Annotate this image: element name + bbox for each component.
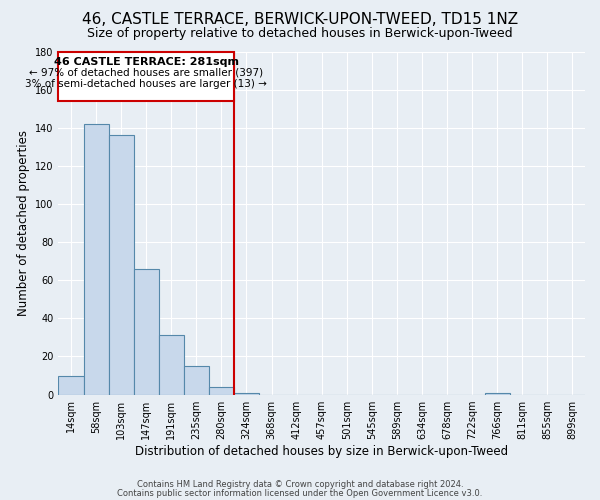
Bar xyxy=(159,336,184,394)
Text: 46, CASTLE TERRACE, BERWICK-UPON-TWEED, TD15 1NZ: 46, CASTLE TERRACE, BERWICK-UPON-TWEED, … xyxy=(82,12,518,28)
Text: 46 CASTLE TERRACE: 281sqm: 46 CASTLE TERRACE: 281sqm xyxy=(53,57,239,67)
Y-axis label: Number of detached properties: Number of detached properties xyxy=(17,130,29,316)
FancyBboxPatch shape xyxy=(58,52,234,101)
Text: Contains HM Land Registry data © Crown copyright and database right 2024.: Contains HM Land Registry data © Crown c… xyxy=(137,480,463,489)
Bar xyxy=(209,387,234,394)
X-axis label: Distribution of detached houses by size in Berwick-upon-Tweed: Distribution of detached houses by size … xyxy=(135,444,508,458)
Text: ← 97% of detached houses are smaller (397): ← 97% of detached houses are smaller (39… xyxy=(29,68,263,78)
Bar xyxy=(58,376,83,394)
Bar xyxy=(134,269,159,394)
Bar xyxy=(234,392,259,394)
Text: Size of property relative to detached houses in Berwick-upon-Tweed: Size of property relative to detached ho… xyxy=(87,28,513,40)
Bar xyxy=(109,136,134,394)
Bar xyxy=(83,124,109,394)
Bar xyxy=(184,366,209,394)
Text: Contains public sector information licensed under the Open Government Licence v3: Contains public sector information licen… xyxy=(118,488,482,498)
Text: 3% of semi-detached houses are larger (13) →: 3% of semi-detached houses are larger (1… xyxy=(25,79,267,89)
Bar xyxy=(485,392,510,394)
